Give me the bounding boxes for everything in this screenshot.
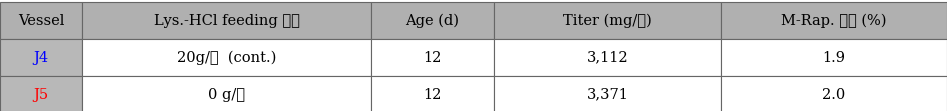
Bar	[0, 76, 82, 111]
Bar	[0, 2, 82, 39]
Bar	[721, 39, 947, 76]
Text: J4: J4	[33, 51, 48, 65]
Text: Age (d): Age (d)	[405, 14, 459, 28]
Text: 1.9: 1.9	[822, 51, 846, 65]
Bar	[494, 2, 721, 39]
Text: J5: J5	[33, 88, 48, 102]
Text: 12: 12	[423, 88, 441, 102]
Text: 2.0: 2.0	[822, 88, 846, 102]
Bar	[370, 39, 494, 76]
Text: Vessel: Vessel	[18, 14, 64, 28]
Bar	[370, 76, 494, 111]
Text: Lys.-HCl feeding 농도: Lys.-HCl feeding 농도	[153, 14, 299, 28]
Text: 3,371: 3,371	[586, 88, 628, 102]
Text: 3,112: 3,112	[586, 51, 628, 65]
Bar	[82, 2, 370, 39]
Bar	[721, 76, 947, 111]
Text: 12: 12	[423, 51, 441, 65]
Text: Titer (mg/ℓ): Titer (mg/ℓ)	[563, 14, 652, 28]
Bar	[0, 39, 82, 76]
Bar	[82, 39, 370, 76]
Text: 20g/ℓ  (cont.): 20g/ℓ (cont.)	[177, 51, 277, 65]
Bar	[82, 76, 370, 111]
Bar	[494, 39, 721, 76]
Bar	[494, 76, 721, 111]
Text: M-Rap. 함량 (%): M-Rap. 함량 (%)	[781, 14, 886, 28]
Bar	[370, 2, 494, 39]
Bar	[721, 2, 947, 39]
Text: 0 g/ℓ: 0 g/ℓ	[208, 88, 245, 102]
